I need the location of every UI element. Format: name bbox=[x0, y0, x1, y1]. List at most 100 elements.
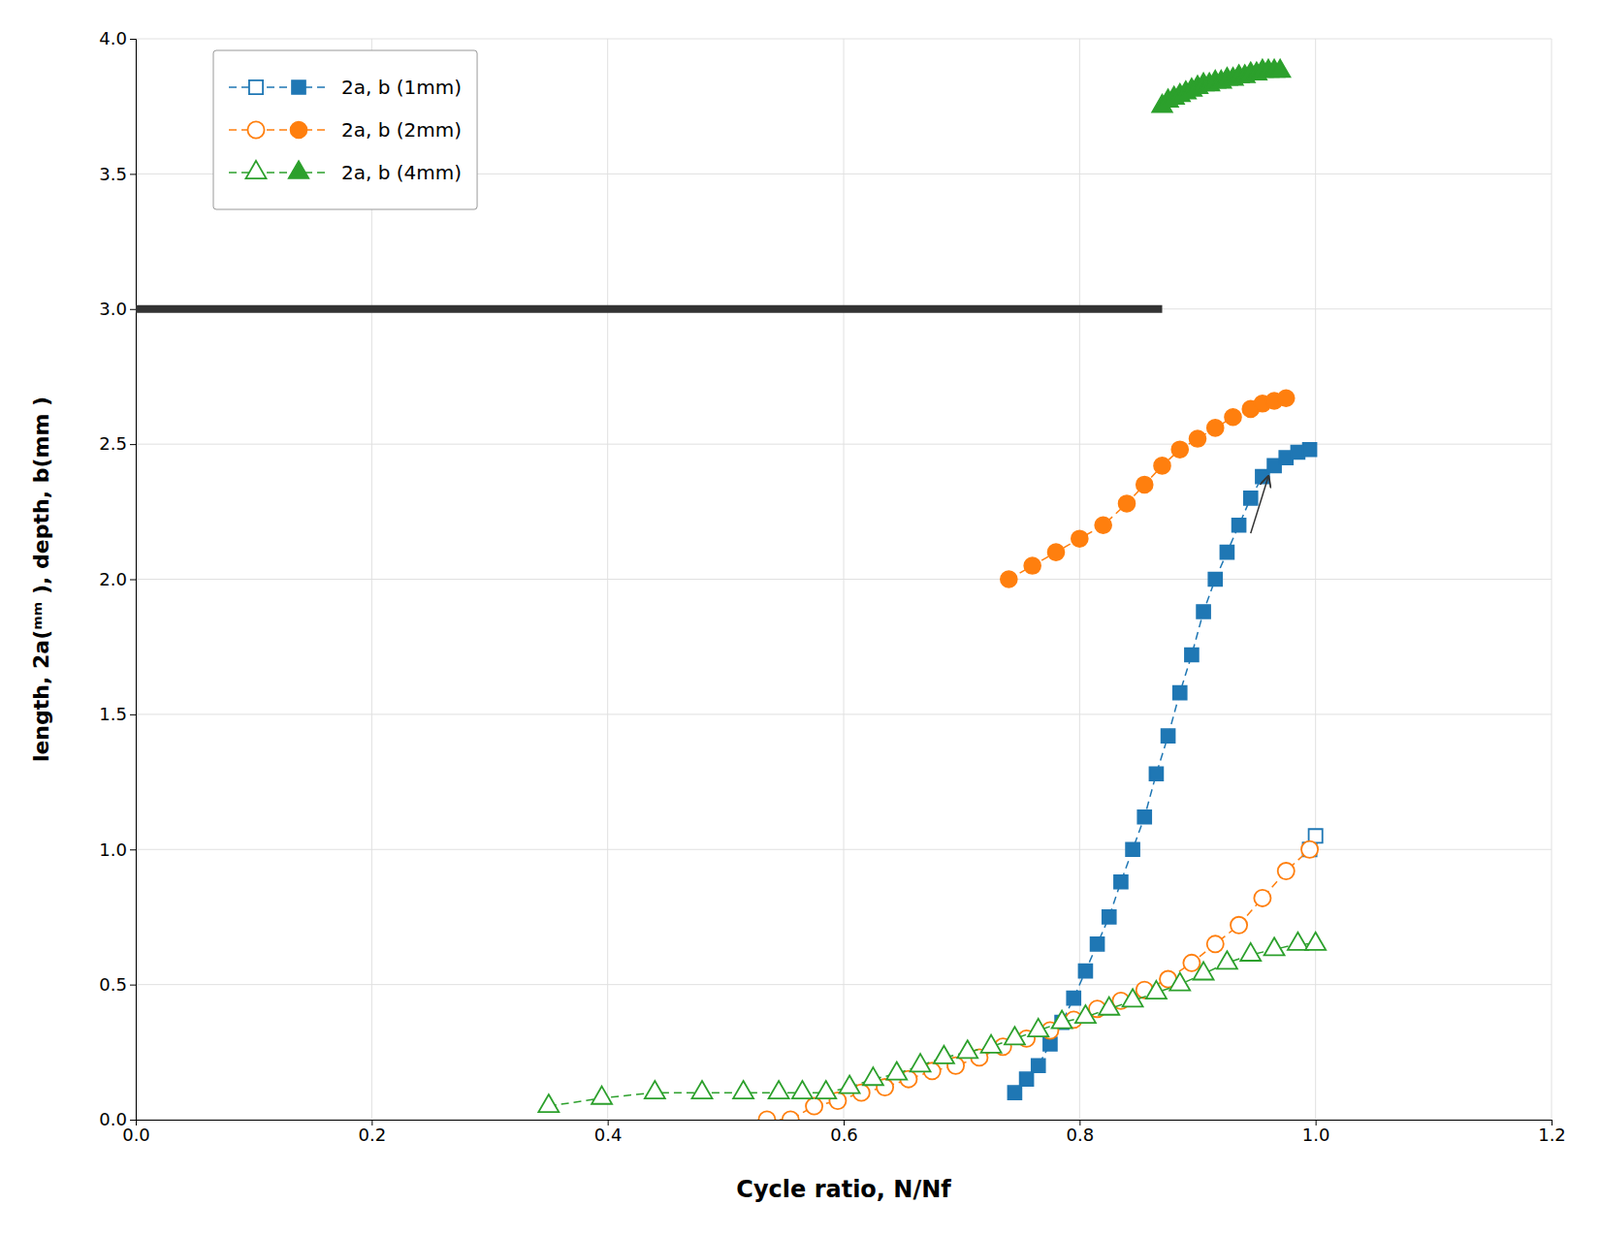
tick-mark bbox=[129, 579, 136, 581]
point bbox=[1207, 419, 1224, 437]
point bbox=[1224, 409, 1242, 426]
grid-line bbox=[135, 308, 1552, 310]
point bbox=[1171, 441, 1188, 458]
series bbox=[538, 932, 1326, 1113]
series bbox=[1152, 59, 1291, 112]
axis-line bbox=[129, 39, 137, 1121]
point bbox=[1090, 937, 1105, 952]
point bbox=[1161, 729, 1176, 743]
series bbox=[1000, 389, 1295, 588]
tick-mark bbox=[129, 985, 136, 987]
point bbox=[1125, 842, 1140, 857]
point bbox=[733, 1081, 754, 1099]
point bbox=[1066, 991, 1081, 1005]
point bbox=[1240, 943, 1261, 961]
point bbox=[1232, 518, 1247, 533]
point bbox=[1193, 961, 1215, 980]
tick-label: 2.0 bbox=[98, 569, 128, 590]
point bbox=[1007, 1086, 1022, 1100]
tick-label: 4.0 bbox=[98, 28, 128, 49]
legend-label: 2a, b (1mm) bbox=[341, 75, 462, 99]
series bbox=[135, 308, 1163, 310]
point bbox=[1253, 890, 1271, 907]
plot-area bbox=[135, 59, 1326, 1120]
x-axis: 0.00.20.40.60.81.01.2 bbox=[122, 1120, 1567, 1146]
tick: 2.0 bbox=[98, 569, 136, 590]
point bbox=[1136, 476, 1153, 493]
point bbox=[1094, 516, 1112, 534]
tick: 0.2 bbox=[358, 1120, 387, 1146]
point bbox=[1075, 1005, 1096, 1024]
point bbox=[1184, 647, 1199, 662]
legend-line bbox=[228, 128, 326, 131]
tick-label: 1.5 bbox=[98, 704, 128, 725]
point bbox=[1098, 997, 1120, 1016]
point bbox=[1188, 430, 1206, 448]
tick-label: 0.0 bbox=[98, 1109, 128, 1130]
legend-marker-filled bbox=[289, 121, 307, 138]
point bbox=[1102, 910, 1117, 925]
point bbox=[1278, 863, 1295, 880]
y-axis: 0.00.51.01.52.02.53.03.54.0 bbox=[98, 28, 136, 1130]
legend-item: 2a, b (4mm) bbox=[228, 160, 462, 185]
point bbox=[1146, 981, 1167, 999]
point bbox=[1264, 937, 1285, 956]
point bbox=[1230, 917, 1248, 934]
series-line bbox=[1008, 398, 1286, 580]
x-axis-title: Cycle ratio, N/Nf bbox=[736, 1176, 952, 1204]
tick-label: 0.6 bbox=[830, 1124, 859, 1146]
tick: 1.2 bbox=[1537, 1120, 1567, 1146]
point bbox=[1183, 955, 1200, 972]
tick-label: 1.0 bbox=[98, 839, 128, 861]
point bbox=[1149, 767, 1163, 781]
chart: 0.00.20.40.60.81.01.20.00.51.01.52.02.53… bbox=[0, 0, 1600, 1236]
point bbox=[1078, 964, 1092, 979]
point bbox=[886, 1062, 907, 1081]
annotation-arrow bbox=[1250, 477, 1269, 535]
tick-mark bbox=[129, 444, 136, 446]
point bbox=[815, 1081, 836, 1099]
tick: 4.0 bbox=[98, 28, 136, 49]
legend-frame bbox=[213, 50, 478, 210]
point bbox=[768, 1081, 790, 1099]
point bbox=[933, 1046, 955, 1064]
legend-marker-open bbox=[246, 160, 267, 179]
series bbox=[758, 841, 1318, 1120]
point bbox=[1173, 686, 1187, 701]
point bbox=[957, 1040, 978, 1058]
tick-label: 2.5 bbox=[98, 433, 128, 454]
point bbox=[1208, 572, 1222, 586]
point bbox=[1114, 875, 1128, 890]
series-line bbox=[548, 944, 1316, 1107]
point bbox=[1122, 989, 1144, 1007]
tick-label: 3.0 bbox=[98, 298, 128, 320]
grid-line bbox=[135, 38, 1552, 40]
series bbox=[1007, 443, 1316, 1101]
tick: 0.5 bbox=[98, 974, 136, 995]
tick-label: 0.4 bbox=[594, 1124, 623, 1146]
point bbox=[1137, 810, 1152, 825]
legend-marker-open bbox=[249, 80, 263, 95]
tick-label: 1.2 bbox=[1537, 1124, 1567, 1146]
point bbox=[1305, 932, 1326, 951]
point bbox=[1244, 491, 1258, 506]
legend-marker-open bbox=[247, 121, 264, 138]
tick: 0.4 bbox=[594, 1120, 623, 1146]
point bbox=[1047, 544, 1064, 561]
point bbox=[1118, 495, 1135, 512]
point bbox=[839, 1075, 861, 1093]
tick-label: 0.8 bbox=[1066, 1124, 1095, 1146]
legend-label: 2a, b (2mm) bbox=[341, 118, 462, 142]
legend-label: 2a, b (4mm) bbox=[341, 160, 462, 185]
point bbox=[1207, 935, 1224, 953]
point bbox=[1169, 973, 1190, 992]
grid-line bbox=[135, 444, 1552, 446]
point bbox=[1027, 1019, 1049, 1037]
point bbox=[1004, 1026, 1025, 1045]
point bbox=[1303, 443, 1317, 457]
point bbox=[692, 1081, 713, 1099]
grid bbox=[135, 38, 1552, 1120]
point bbox=[758, 1111, 775, 1120]
point bbox=[910, 1054, 931, 1072]
tick: 1.5 bbox=[98, 704, 136, 725]
